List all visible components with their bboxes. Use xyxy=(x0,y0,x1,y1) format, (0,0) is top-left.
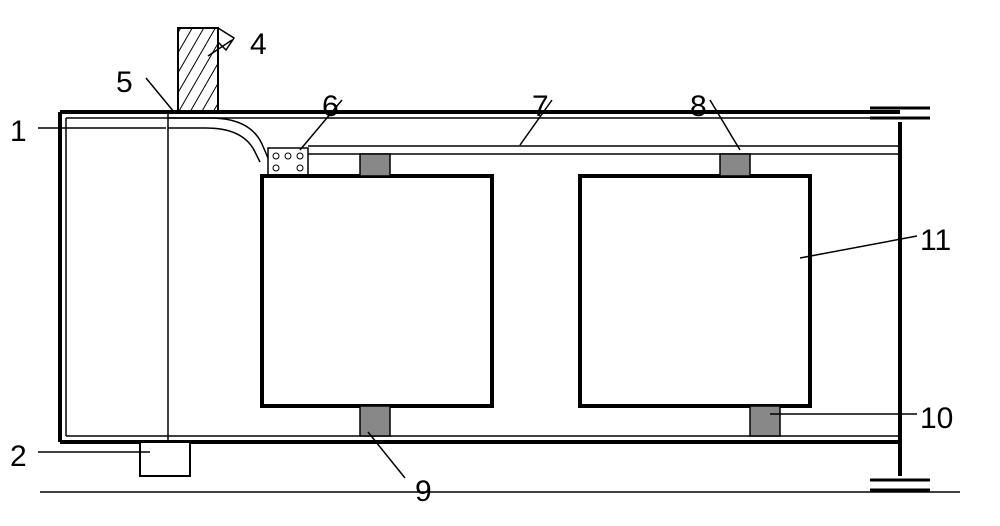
callout-label-8: 8 xyxy=(690,90,707,124)
callout-label-6: 6 xyxy=(322,90,339,124)
callout-label-7: 7 xyxy=(532,90,549,124)
callout-label-2: 2 xyxy=(10,440,27,474)
callout-label-4: 4 xyxy=(250,28,267,62)
callout-label-10: 10 xyxy=(920,402,953,436)
callout-label-1: 1 xyxy=(10,115,27,149)
callout-label-9: 9 xyxy=(415,475,432,509)
callout-label-5: 5 xyxy=(116,66,133,100)
callout-label-11: 11 xyxy=(920,224,951,258)
